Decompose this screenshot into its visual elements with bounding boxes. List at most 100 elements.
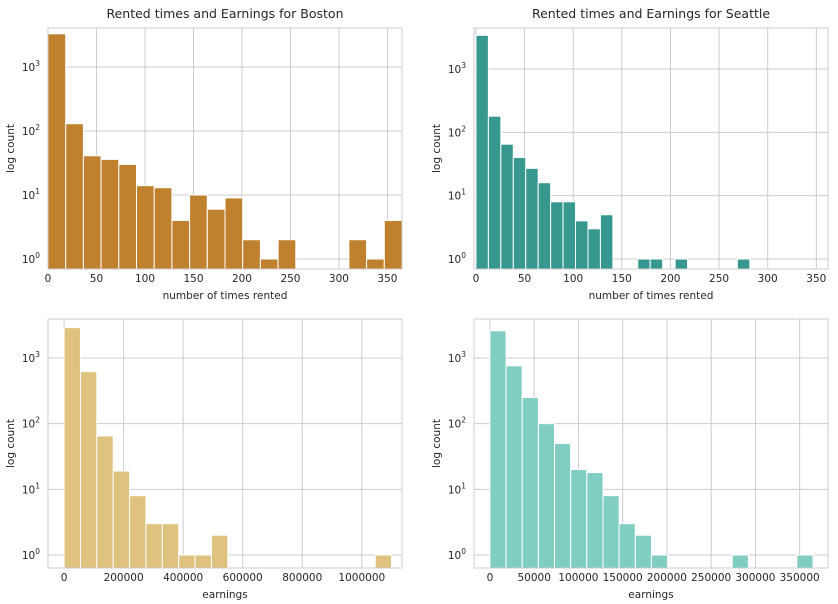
x-tick-label: 150000 xyxy=(603,572,643,584)
y-axis-label: log count xyxy=(5,124,17,173)
histogram-bar xyxy=(136,185,155,270)
x-axis-label: earnings xyxy=(202,589,247,601)
x-axis-label: number of times rented xyxy=(589,290,714,302)
x-tick-label: 1000000 xyxy=(338,572,385,584)
histogram-bar xyxy=(505,365,523,569)
axes-frame xyxy=(473,27,829,270)
x-tick-label: 600000 xyxy=(223,572,263,584)
histogram-bar xyxy=(475,34,489,270)
histogram-bar xyxy=(210,534,229,569)
x-tick-label: 50 xyxy=(90,273,103,285)
x-tick-label: 350 xyxy=(377,273,397,285)
y-tick-label: 100 xyxy=(22,547,40,562)
y-tick-label: 100 xyxy=(448,251,466,266)
y-tick-label: 102 xyxy=(22,123,40,138)
histogram-bar xyxy=(537,182,552,270)
x-tick-label: 250 xyxy=(709,273,729,285)
histogram-bar xyxy=(383,219,403,270)
y-axis-label: log count xyxy=(5,419,17,468)
histogram-bar xyxy=(65,123,84,270)
chart-panel-2: 0 50 100 150 200 250 300 350 100 101 102 103 number … xyxy=(431,6,829,302)
x-axis-label: number of times rented xyxy=(163,290,288,302)
histogram-bar xyxy=(562,201,577,270)
histogram-bar xyxy=(550,201,564,270)
histogram-bar xyxy=(129,495,147,569)
y-axis-label: log count xyxy=(431,124,443,173)
histogram-bar xyxy=(731,554,749,569)
histogram-bar xyxy=(500,143,514,270)
y-tick-label: 103 xyxy=(448,350,466,365)
histogram-bar xyxy=(575,220,589,270)
histogram-bar xyxy=(649,258,664,270)
x-tick-label: 200 xyxy=(660,273,680,285)
x-tick-label: 50 xyxy=(518,273,531,285)
histogram-bar xyxy=(537,423,556,569)
x-tick-label: 200000 xyxy=(647,572,687,584)
chart-panel-4: 0 50000 100000 150000 200000 250000 300000 3500… xyxy=(431,318,829,601)
histogram-bar xyxy=(348,239,368,270)
histogram-bar xyxy=(112,470,131,569)
histogram-bar xyxy=(118,163,138,270)
x-tick-label: 150 xyxy=(183,273,203,285)
axes-frame xyxy=(473,318,829,569)
histogram-bar xyxy=(277,239,297,270)
x-tick-label: 300000 xyxy=(735,572,775,584)
histogram-bar xyxy=(259,258,279,270)
x-tick-label: 100000 xyxy=(558,572,598,584)
y-tick-label: 103 xyxy=(22,59,40,74)
x-tick-label: 300 xyxy=(329,273,349,285)
histogram-bar xyxy=(96,435,114,569)
histogram-bar xyxy=(570,469,588,569)
histogram-bar xyxy=(796,554,814,569)
histogram-bar xyxy=(674,258,689,270)
axes-frame xyxy=(47,27,403,270)
histogram-bar xyxy=(206,208,226,270)
histogram-bar xyxy=(161,523,180,569)
x-tick-label: 50000 xyxy=(517,572,550,584)
x-tick-label: 200 xyxy=(232,273,252,285)
histogram-bar xyxy=(242,239,261,270)
x-tick-label: 800000 xyxy=(282,572,322,584)
histogram-bar xyxy=(171,219,191,270)
histogram-bar xyxy=(189,194,208,270)
histogram-bar xyxy=(145,523,163,569)
histogram-bar xyxy=(618,523,636,569)
y-tick-label: 100 xyxy=(22,251,40,266)
histogram-bar xyxy=(586,472,604,569)
y-axis-label: log count xyxy=(431,419,443,468)
histogram-bar xyxy=(82,155,102,270)
y-tick-label: 101 xyxy=(22,481,40,496)
histogram-bar xyxy=(224,197,244,270)
histogram-bar xyxy=(650,554,669,569)
histogram-bar xyxy=(178,554,196,569)
x-tick-label: 350000 xyxy=(780,572,820,584)
histogram-bar xyxy=(79,371,98,569)
histogram-bar xyxy=(63,327,81,569)
x-tick-label: 100 xyxy=(135,273,155,285)
y-tick-label: 101 xyxy=(448,481,466,496)
x-tick-label: 400000 xyxy=(163,572,203,584)
x-tick-label: 250 xyxy=(280,273,300,285)
histogram-bar xyxy=(374,554,393,569)
histogram-bar xyxy=(599,214,614,270)
y-tick-label: 101 xyxy=(22,187,40,202)
y-tick-label: 102 xyxy=(448,124,466,139)
x-tick-label: 200000 xyxy=(104,572,144,584)
histogram-bar xyxy=(602,495,620,569)
chart-title: Rented times and Earnings for Seattle xyxy=(532,6,770,21)
chart-panel-3: 0 200000 400000 600000 800000 1000000 100 101 10… xyxy=(5,318,403,601)
y-tick-label: 102 xyxy=(448,416,466,431)
chart-title: Rented times and Earnings for Boston xyxy=(106,6,343,21)
y-tick-label: 103 xyxy=(22,350,40,365)
histogram-bar xyxy=(100,158,120,270)
chart-panel-1: 0 50 100 150 200 250 300 350 100 101 102 103 number … xyxy=(5,6,403,302)
histogram-bar xyxy=(554,442,572,569)
histogram-bar xyxy=(47,33,67,270)
x-tick-label: 0 xyxy=(473,273,480,285)
histogram-bar xyxy=(512,157,527,270)
x-tick-label: 0 xyxy=(45,273,52,285)
axes-frame xyxy=(47,318,403,569)
histogram-bar xyxy=(487,115,502,270)
y-tick-label: 101 xyxy=(448,188,466,203)
